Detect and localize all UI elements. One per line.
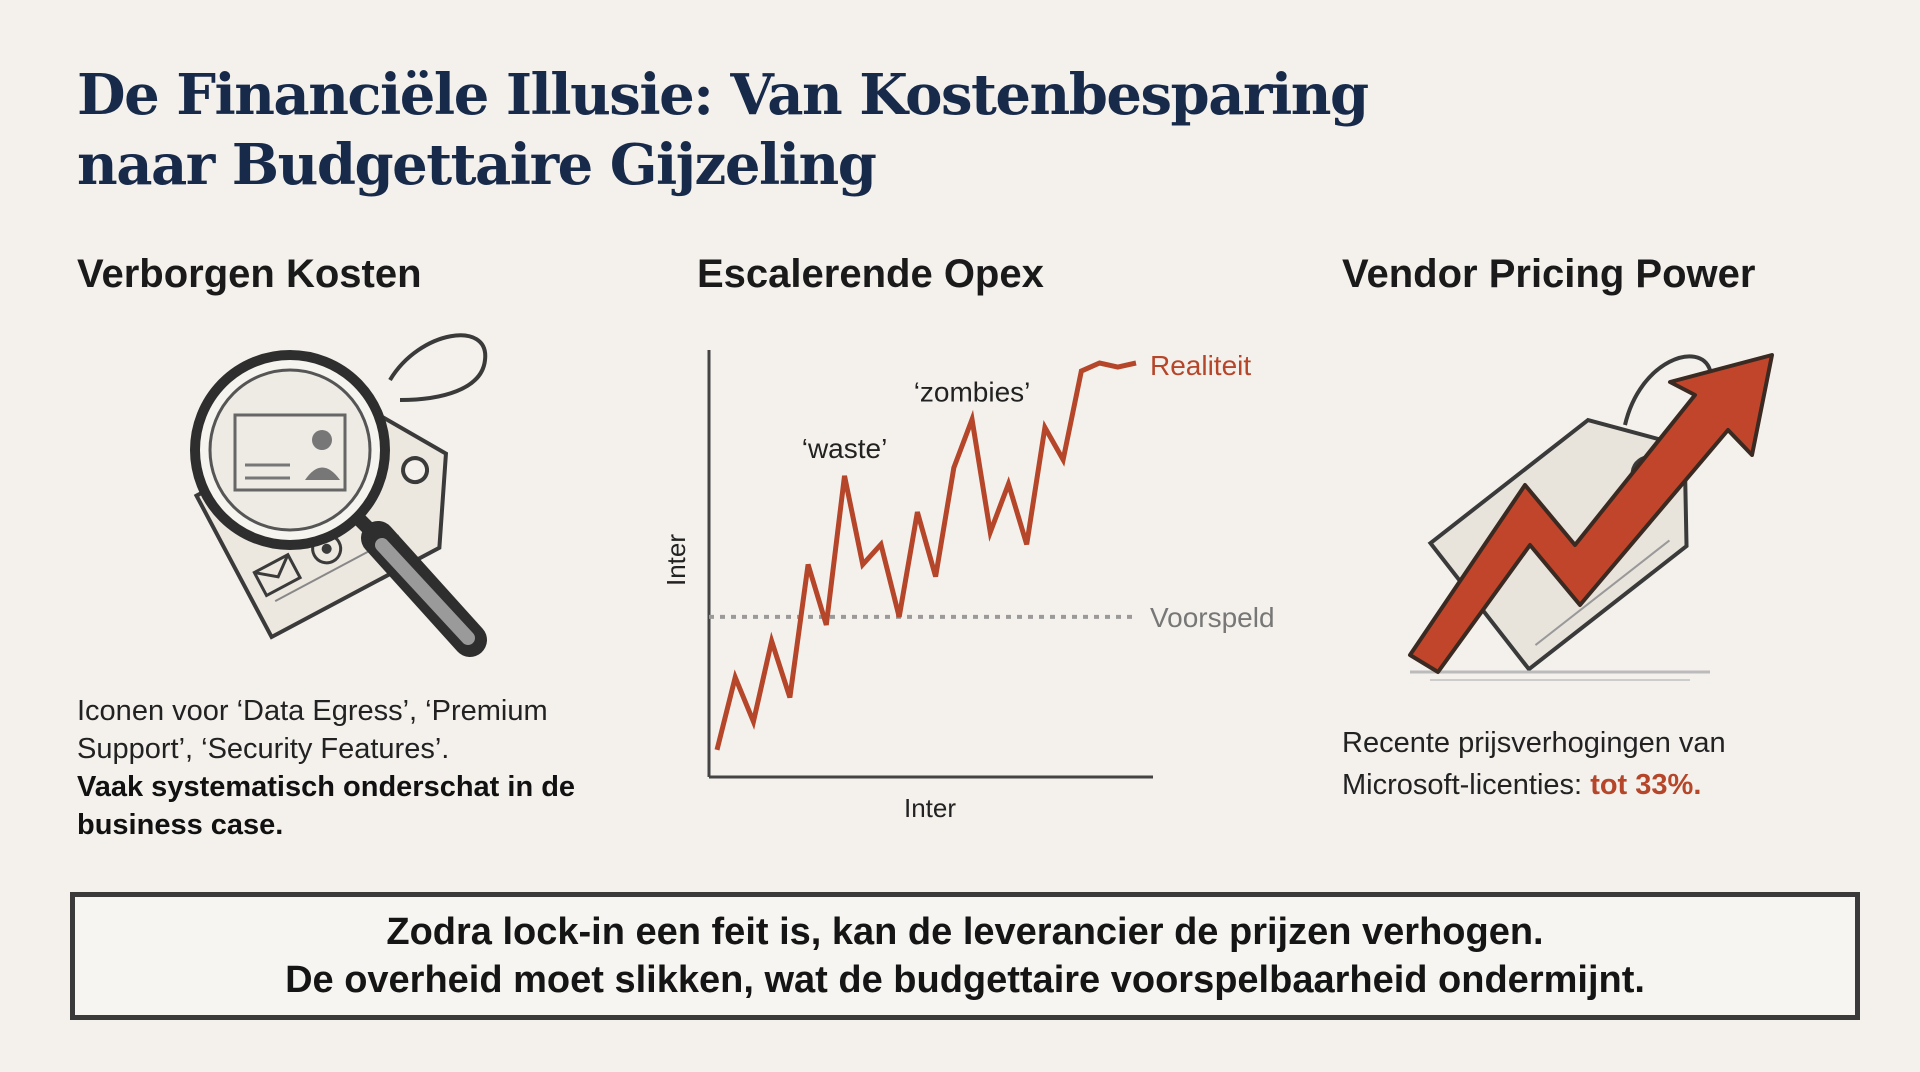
- zombies-annotation: ‘zombies’: [914, 376, 1031, 407]
- hidden-costs-emphasis: Vaak systematisch onderschat in de busin…: [77, 771, 576, 841]
- magnifying-glass-price-tag-icon: [190, 333, 488, 657]
- page-title-line-2: naar Budgettaire Gijzeling: [77, 132, 877, 198]
- x-axis-label: Inter: [904, 793, 956, 823]
- reality-label: Realiteit: [1150, 350, 1251, 381]
- reality-line: [714, 360, 1137, 751]
- vendor-suffix: .: [1693, 769, 1702, 801]
- banner-line-2: De overheid moet slikken, wat de budgett…: [285, 959, 1645, 1001]
- page-title-line-1: De Financiële Illusie: Van Kostenbespari…: [77, 62, 1369, 128]
- conclusion-banner: Zodra lock-in een feit is, kan de levera…: [70, 892, 1860, 1020]
- vendor-heading: Vendor Pricing Power: [1342, 252, 1756, 296]
- hidden-costs-description: Iconen voor ‘Data Egress’, ‘Premium Supp…: [77, 692, 617, 844]
- hidden-costs-text: Iconen voor ‘Data Egress’, ‘Premium Supp…: [77, 695, 548, 765]
- waste-annotation: ‘waste’: [802, 433, 888, 464]
- price-tag-rising-arrow-icon: [1408, 353, 1774, 681]
- hidden-costs-heading: Verborgen Kosten: [77, 252, 422, 296]
- y-axis-label: Inter: [661, 534, 691, 586]
- vendor-description: Recente prijsverhogingen van Microsoft-l…: [1342, 722, 1822, 806]
- forecast-label: Voorspeld: [1150, 602, 1275, 633]
- opex-heading: Escalerende Opex: [697, 252, 1044, 296]
- banner-line-1: Zodra lock-in een feit is, kan de levera…: [386, 911, 1544, 953]
- vendor-text: Recente prijsverhogingen van Microsoft-l…: [1342, 727, 1726, 801]
- vendor-highlight: tot 33%: [1590, 769, 1694, 801]
- page-title: De Financiële Illusie: Van Kostenbespari…: [77, 60, 1377, 200]
- opex-chart: Inter Inter Voorspeld Realiteit ‘waste’ …: [661, 350, 1275, 823]
